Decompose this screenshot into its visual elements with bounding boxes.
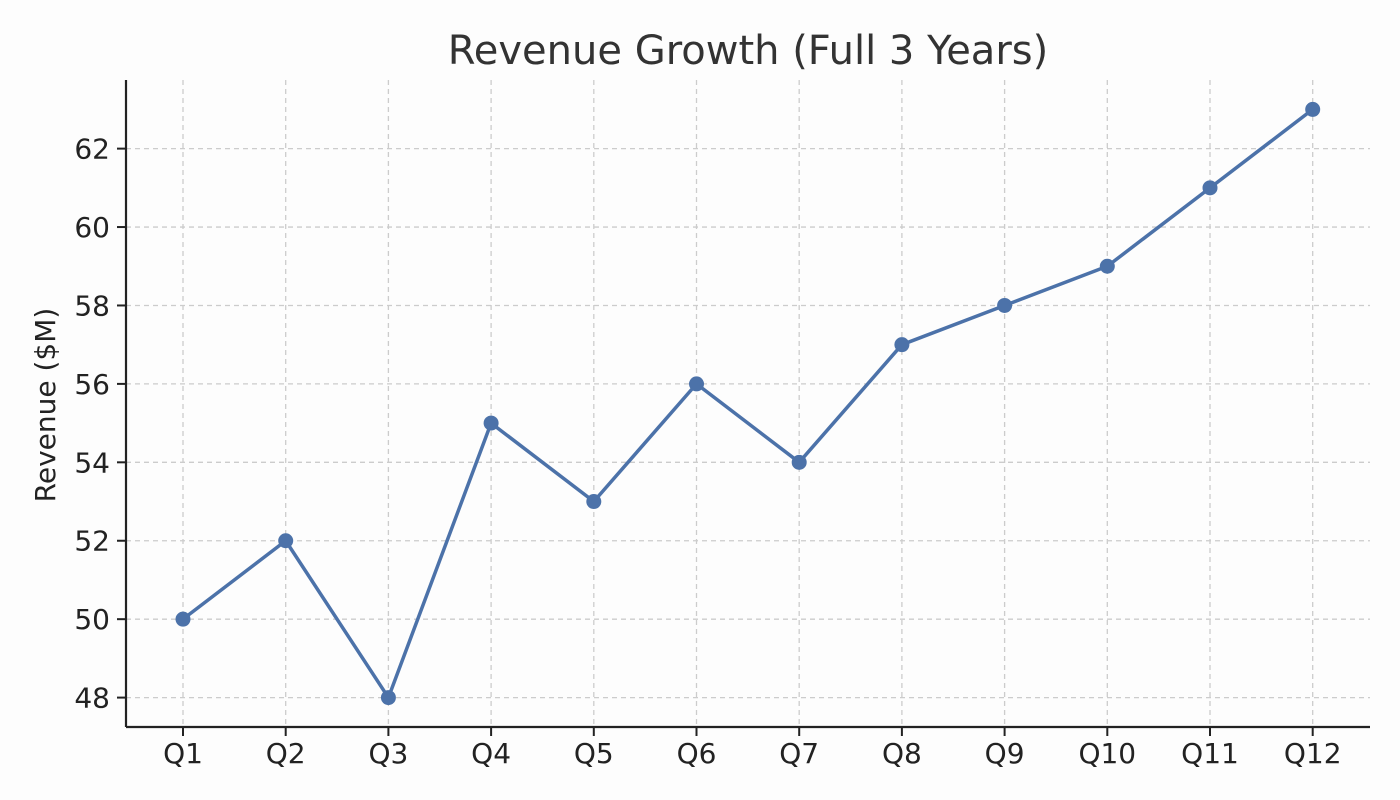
x-tick-label: Q4	[471, 737, 511, 770]
y-tick-label: 52	[74, 525, 110, 558]
data-point	[1305, 101, 1321, 117]
y-tick-label: 48	[74, 682, 110, 715]
x-tick-label: Q1	[163, 737, 203, 770]
data-point	[175, 611, 191, 627]
data-point	[1099, 258, 1115, 274]
data-point	[483, 415, 499, 431]
data-point	[689, 376, 704, 392]
x-tick-label: Q3	[368, 737, 408, 770]
series-line	[181, 107, 1315, 700]
data-point	[894, 337, 910, 353]
y-tick-label: 56	[74, 368, 110, 401]
x-tick-label: Q8	[882, 737, 922, 770]
y-axis-label: Revenue ($M)	[29, 308, 62, 503]
data-point	[380, 690, 396, 706]
y-tick-label: 54	[74, 446, 110, 479]
data-point	[791, 454, 807, 470]
y-tick-label: 60	[74, 211, 110, 244]
x-tick-label: Q12	[1284, 737, 1342, 770]
x-tick-label: Q9	[985, 737, 1025, 770]
x-tick-label: Q5	[574, 737, 614, 770]
y-tick-label: 50	[74, 603, 110, 636]
data-point	[278, 533, 294, 549]
grid	[126, 80, 1370, 727]
series	[175, 101, 1321, 706]
data-point	[586, 494, 602, 510]
x-tick-label: Q6	[677, 737, 717, 770]
y-tick-label: 62	[74, 133, 110, 166]
data-point	[997, 297, 1013, 313]
x-tick-label: Q2	[266, 737, 306, 770]
x-tick-label: Q7	[779, 737, 819, 770]
chart-title: Revenue Growth (Full 3 Years)	[448, 28, 1048, 74]
x-tick-label: Q11	[1181, 737, 1239, 770]
ticks: 48 50 52 54 56 58 60 62 Q1 Q2 Q3 Q4 Q5 Q6 Q7 Q8 Q9 Q10 Q11…	[74, 133, 1341, 770]
x-tick-label: Q10	[1078, 737, 1136, 770]
y-tick-label: 58	[74, 289, 110, 322]
data-point	[1202, 180, 1218, 196]
